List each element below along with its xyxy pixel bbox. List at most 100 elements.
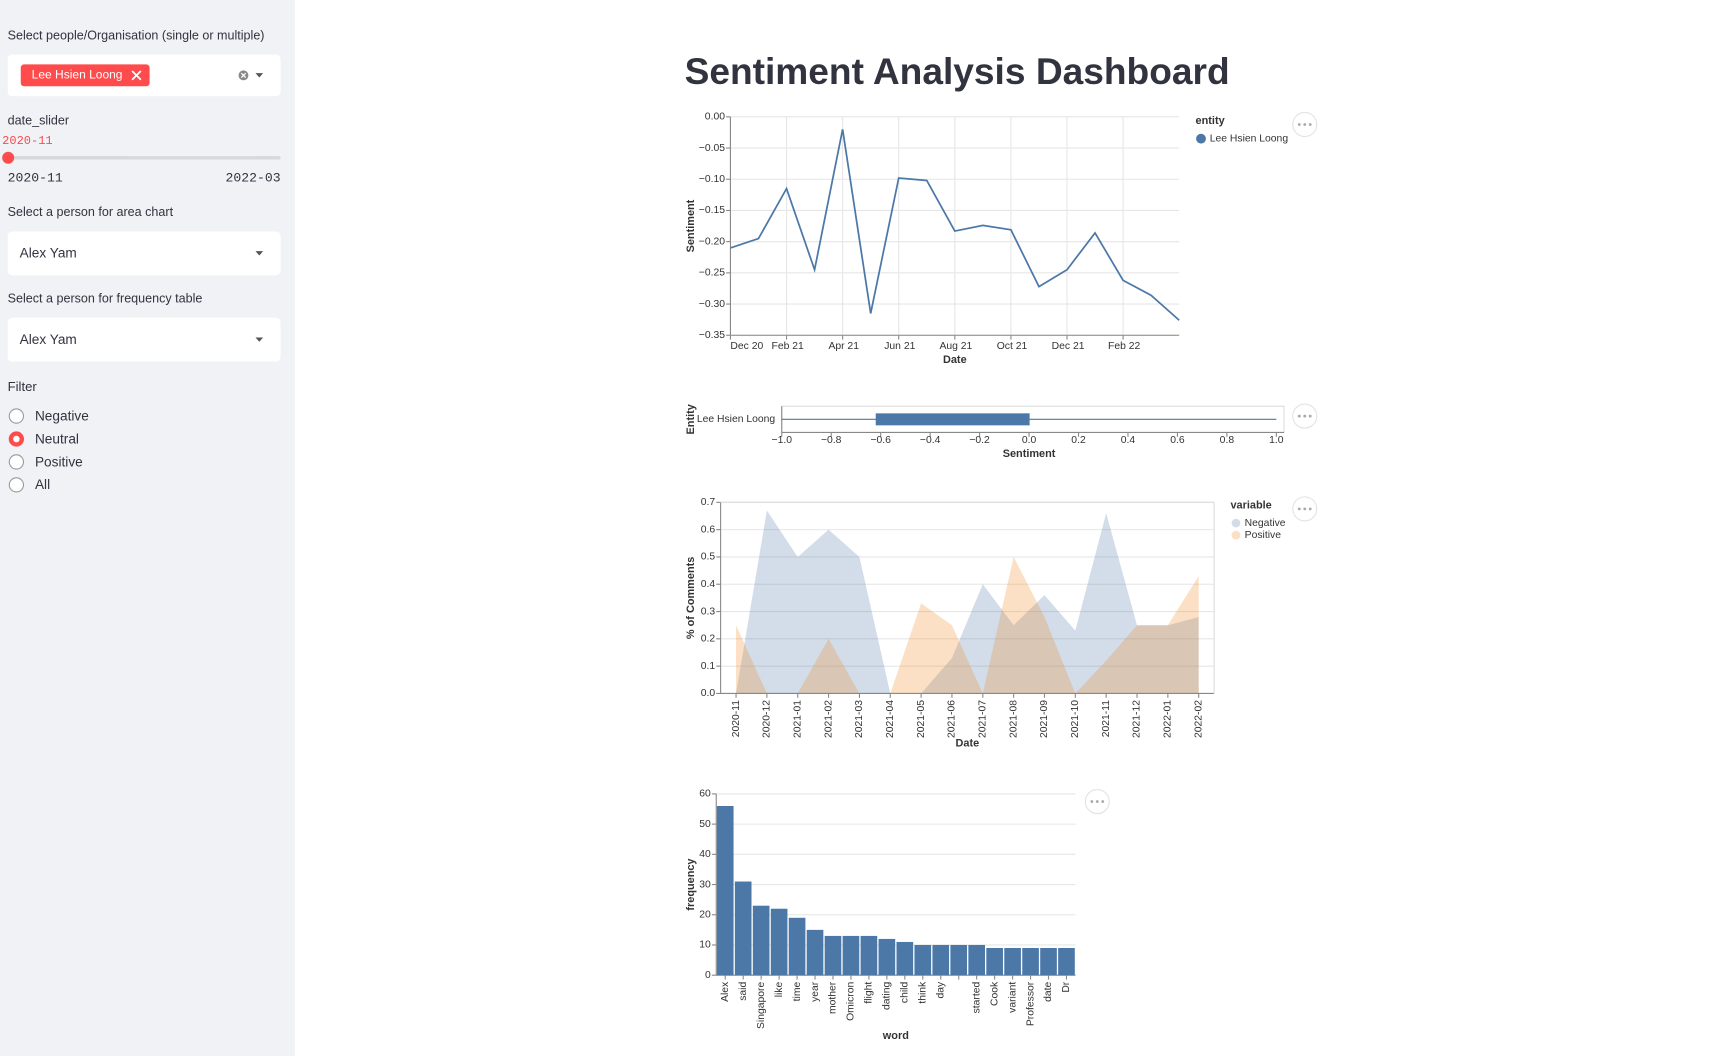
radio-label: All — [34, 477, 51, 493]
y-axis-title: Sentiment — [685, 199, 697, 252]
y-tick-label: 10 — [699, 940, 711, 951]
tag-text: Lee Hsien Loong — [31, 68, 123, 82]
x-tick-label: Apr 21 — [828, 341, 859, 352]
bar — [734, 881, 752, 976]
line-series — [730, 129, 1180, 321]
slider-value: 2020-11 — [2, 135, 53, 149]
x-tick-label: think — [918, 981, 929, 1004]
y-tick-label: −0.15 — [699, 205, 725, 216]
x-tick-label: 2021-05 — [916, 700, 927, 738]
legend-label: Lee Hsien Loong — [1210, 133, 1289, 144]
bar — [914, 944, 932, 976]
x-tick-label: Cook — [989, 981, 1000, 1006]
box-body — [875, 413, 1030, 426]
y-tick-label: −0.20 — [699, 236, 725, 247]
y-axis-title: Entity — [685, 404, 697, 434]
chart-menu[interactable] — [1292, 111, 1318, 138]
y-tick-label: −0.05 — [699, 143, 725, 154]
bar — [950, 944, 968, 976]
area-series — [736, 510, 1199, 694]
x-tick-label: child — [900, 982, 911, 1004]
x-tick-label: flight — [864, 982, 875, 1004]
y-tick-label: −0.10 — [699, 174, 725, 185]
x-axis-title: Date — [943, 354, 967, 366]
chart-menu[interactable] — [1292, 403, 1318, 429]
slider-max: 2022-03 — [225, 170, 281, 186]
x-tick-label: 0.0 — [1022, 435, 1037, 446]
radio-button[interactable] — [8, 477, 25, 493]
radio-option[interactable]: Negative — [8, 406, 89, 426]
area-select[interactable]: Alex Yam — [7, 231, 281, 276]
radio-option[interactable]: All — [8, 475, 51, 495]
y-tick-label: 0.6 — [701, 524, 716, 535]
y-tick-label: 0.5 — [701, 552, 716, 563]
x-tick-label: dating — [882, 982, 893, 1010]
chart-menu[interactable] — [1292, 496, 1318, 522]
freq-select[interactable]: Alex Yam — [7, 317, 281, 362]
caret — [255, 337, 264, 342]
bar — [1004, 947, 1021, 976]
bar — [842, 935, 860, 976]
tag-remove[interactable] — [131, 70, 142, 81]
x-tick-label: 0.8 — [1220, 435, 1235, 446]
x-tick-label: 1.0 — [1269, 435, 1284, 446]
x-tick-label: date — [1043, 982, 1054, 1002]
x-axis-title: Date — [956, 738, 980, 750]
y-tick-label: 0.0 — [701, 688, 716, 699]
y-tick-label: 30 — [699, 879, 711, 890]
x-tick-label: −0.2 — [969, 435, 990, 446]
x-tick-label: 2021-12 — [1132, 700, 1143, 738]
radio-button[interactable] — [8, 454, 25, 470]
x-tick-label: Dr — [1061, 981, 1072, 992]
x-tick-label: day — [935, 981, 946, 999]
x-tick-label: like — [774, 982, 785, 998]
x-tick-label: Jun 21 — [884, 341, 915, 352]
x-tick-label: 2020-12 — [762, 700, 773, 738]
y-tick-label: 0.3 — [701, 606, 716, 617]
x-tick-label: −0.4 — [920, 435, 941, 446]
legend-symbol — [1231, 518, 1241, 528]
bar — [860, 935, 878, 976]
area-series — [736, 556, 1199, 694]
y-tick-label: 0.4 — [701, 579, 716, 590]
filter-label: Filter — [7, 378, 37, 395]
x-tick-label: 2021-08 — [1008, 700, 1019, 738]
x-tick-label: 2021-09 — [1039, 700, 1050, 738]
dashboard-title: Sentiment Analysis Dashboard — [685, 50, 1230, 92]
area-value: Alex Yam — [19, 245, 77, 261]
radio-option[interactable]: Positive — [8, 452, 83, 472]
x-tick-label: 2021-11 — [1101, 700, 1112, 737]
slider-thumb[interactable] — [2, 151, 15, 164]
radio-label: Neutral — [34, 431, 79, 447]
y-tick-label: 40 — [699, 849, 711, 860]
freq-label: Select a person for frequency table — [7, 292, 203, 306]
x-tick-label: 2020-11 — [731, 700, 742, 737]
bar — [986, 947, 1003, 976]
x-tick-label: Dec 20 — [730, 341, 763, 352]
bar — [1058, 947, 1075, 976]
x-tick-label: said — [738, 982, 749, 1001]
bar — [878, 938, 896, 976]
radio-button[interactable] — [8, 431, 25, 447]
x-tick-label: 2022-02 — [1193, 700, 1204, 738]
select-controls[interactable] — [237, 69, 270, 82]
x-tick-label: 2021-01 — [792, 700, 803, 738]
y-tick-label: 0.1 — [701, 661, 716, 672]
x-tick-label: 2022-01 — [1163, 700, 1174, 738]
selected-tag[interactable]: Lee Hsien Loong — [20, 64, 150, 87]
radio-button[interactable] — [8, 408, 25, 424]
y-axis-title: % of Comments — [685, 557, 697, 639]
freq-value: Alex Yam — [19, 331, 77, 348]
legend-title: variable — [1231, 499, 1272, 511]
bar — [824, 935, 842, 976]
radio-option[interactable]: Neutral — [8, 429, 79, 449]
legend-label: Negative — [1245, 518, 1286, 529]
legend-label: Positive — [1245, 530, 1282, 541]
chart-menu[interactable] — [1084, 788, 1110, 815]
bar — [752, 905, 770, 976]
bar — [1040, 947, 1057, 976]
caret — [255, 251, 264, 256]
people-select[interactable]: Lee Hsien Loong — [7, 54, 281, 97]
x-tick-label: −1.0 — [772, 435, 793, 446]
